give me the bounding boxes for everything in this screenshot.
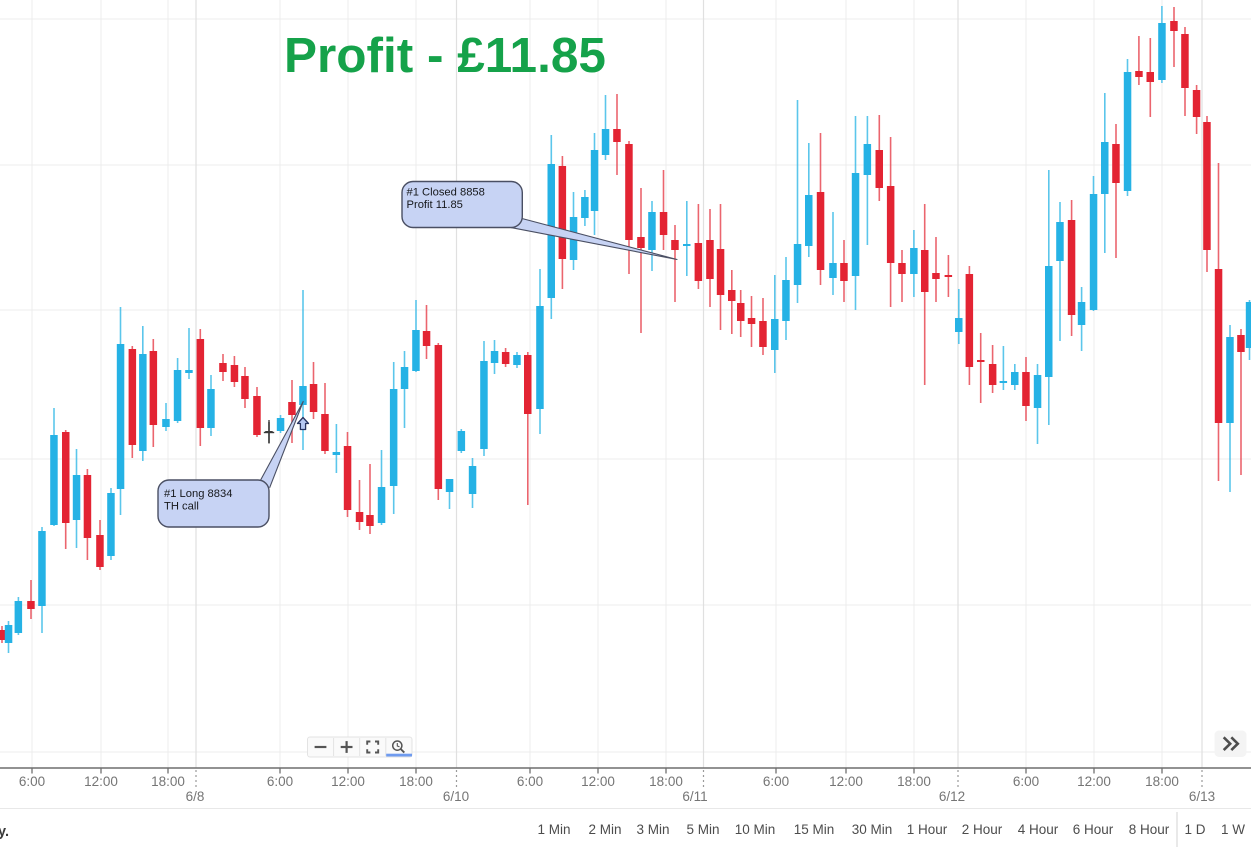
svg-text:18:00: 18:00 (399, 774, 433, 789)
svg-text:6/12: 6/12 (939, 789, 965, 804)
svg-text:18:00: 18:00 (1145, 774, 1179, 789)
svg-text:6/10: 6/10 (443, 789, 469, 804)
svg-text:1 Min: 1 Min (537, 822, 570, 837)
svg-text:6/11: 6/11 (682, 789, 707, 804)
svg-text:Profit - £11.85: Profit - £11.85 (284, 28, 606, 83)
svg-text:18:00: 18:00 (649, 774, 683, 789)
svg-text:6:00: 6:00 (267, 774, 293, 789)
svg-text:1 W: 1 W (1221, 822, 1245, 837)
svg-text:12:00: 12:00 (1077, 774, 1111, 789)
svg-text:5 Min: 5 Min (686, 822, 719, 837)
svg-text:12:00: 12:00 (331, 774, 365, 789)
svg-text:18:00: 18:00 (151, 774, 185, 789)
svg-text:12:00: 12:00 (84, 774, 118, 789)
svg-text:12:00: 12:00 (581, 774, 615, 789)
svg-text:2 Hour: 2 Hour (962, 822, 1003, 837)
svg-text:#1 Long 8834: #1 Long 8834 (164, 488, 232, 500)
svg-text:6/8: 6/8 (186, 789, 205, 804)
svg-text:12:00: 12:00 (829, 774, 863, 789)
svg-text:18:00: 18:00 (897, 774, 931, 789)
svg-text:1 Hour: 1 Hour (907, 822, 948, 837)
svg-text:4 Hour: 4 Hour (1018, 822, 1059, 837)
svg-text:1 D: 1 D (1184, 822, 1205, 837)
svg-text:10 Min: 10 Min (735, 822, 776, 837)
svg-text:8 Hour: 8 Hour (1129, 822, 1170, 837)
svg-text:15 Min: 15 Min (794, 822, 835, 837)
svg-text:6 Hour: 6 Hour (1073, 822, 1114, 837)
svg-text:6:00: 6:00 (517, 774, 543, 789)
svg-text:2 Min: 2 Min (588, 822, 621, 837)
svg-text:3 Min: 3 Min (636, 822, 669, 837)
svg-text:6:00: 6:00 (19, 774, 45, 789)
svg-text:y.: y. (0, 824, 9, 840)
svg-text:6:00: 6:00 (1013, 774, 1039, 789)
svg-text:#1 Closed 8858: #1 Closed 8858 (407, 187, 485, 199)
svg-text:30 Min: 30 Min (852, 822, 893, 837)
svg-text:TH call: TH call (164, 501, 199, 513)
svg-text:6/13: 6/13 (1189, 789, 1215, 804)
svg-text:Profit 11.85: Profit 11.85 (407, 199, 463, 211)
svg-text:6:00: 6:00 (763, 774, 789, 789)
